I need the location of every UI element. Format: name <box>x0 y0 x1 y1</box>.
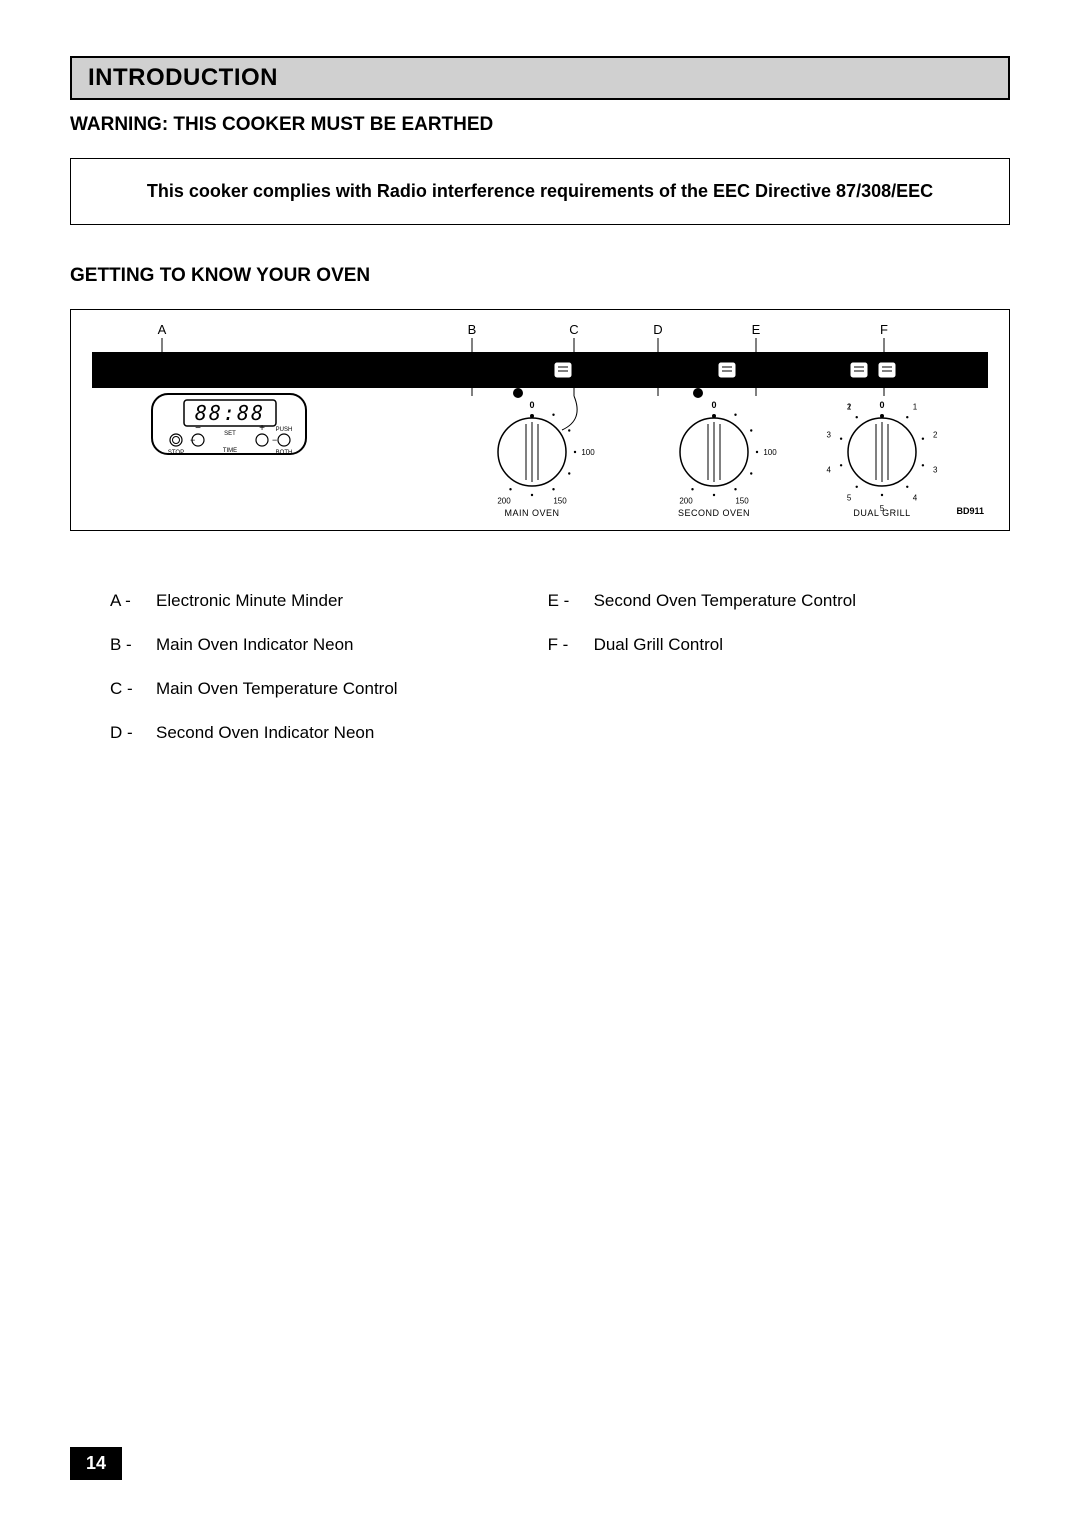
svg-text:SECOND OVEN: SECOND OVEN <box>678 508 750 518</box>
svg-text:STOP: STOP <box>168 450 184 456</box>
page-root: INTRODUCTION WARNING: THIS COOKER MUST B… <box>0 0 1080 1528</box>
svg-text:3: 3 <box>827 431 832 440</box>
svg-text:0: 0 <box>879 400 884 410</box>
legend-key: E - <box>548 591 582 611</box>
legend-col-right: E - Second Oven Temperature Control F - Dua… <box>548 591 856 743</box>
compliance-box: This cooker complies with Radio interfer… <box>70 158 1010 225</box>
svg-text:C: C <box>569 322 578 337</box>
svg-text:5: 5 <box>847 493 852 502</box>
legend-row: F - Dual Grill Control <box>548 635 856 655</box>
svg-text:−: − <box>190 435 195 445</box>
svg-text:BOTH: BOTH <box>276 450 293 456</box>
legend-key: C - <box>110 679 144 699</box>
legend-row: B - Main Oven Indicator Neon <box>110 635 398 655</box>
svg-text:0: 0 <box>711 400 716 410</box>
svg-text:DUAL GRILL: DUAL GRILL <box>853 508 910 518</box>
oven-control-diagram: ABCDEF88:88STOPSETTIMEPUSHBOTH−+−−100150… <box>82 320 998 520</box>
legend-key: D - <box>110 723 144 743</box>
page-number: 14 <box>70 1447 122 1480</box>
legend-text: Dual Grill Control <box>594 635 723 655</box>
svg-text:1: 1 <box>913 403 918 412</box>
section-title-box: INTRODUCTION <box>70 56 1010 100</box>
legend-row: A - Electronic Minute Minder <box>110 591 398 611</box>
svg-text:+: + <box>259 423 265 434</box>
svg-text:D: D <box>653 322 662 337</box>
svg-text:100: 100 <box>763 448 777 457</box>
legend-row: C - Main Oven Temperature Control <box>110 679 398 699</box>
svg-text:F: F <box>880 322 888 337</box>
legend-text: Electronic Minute Minder <box>156 591 343 611</box>
svg-text:150: 150 <box>553 496 567 505</box>
svg-text:SET: SET <box>224 431 236 437</box>
diagram-frame: ABCDEF88:88STOPSETTIMEPUSHBOTH−+−−100150… <box>70 309 1010 531</box>
svg-text:0: 0 <box>529 400 534 410</box>
subheading: GETTING TO KNOW YOUR OVEN <box>70 265 1010 287</box>
legend-row: D - Second Oven Indicator Neon <box>110 723 398 743</box>
legend-text: Main Oven Temperature Control <box>156 679 398 699</box>
legend-row: E - Second Oven Temperature Control <box>548 591 856 611</box>
svg-text:MAIN OVEN: MAIN OVEN <box>504 508 559 518</box>
legend-key: A - <box>110 591 144 611</box>
svg-text:100: 100 <box>581 448 595 457</box>
svg-text:88:88: 88:88 <box>195 401 265 425</box>
legend: A - Electronic Minute Minder B - Main Oven … <box>70 591 1010 743</box>
svg-text:1: 1 <box>847 403 852 412</box>
section-title: INTRODUCTION <box>88 64 992 92</box>
legend-key: F - <box>548 635 582 655</box>
svg-text:PUSH: PUSH <box>276 427 293 433</box>
legend-text: Second Oven Temperature Control <box>594 591 856 611</box>
svg-text:E: E <box>752 322 761 337</box>
svg-text:200: 200 <box>497 496 511 505</box>
svg-text:BD911: BD911 <box>956 506 984 516</box>
svg-text:TIME: TIME <box>223 448 237 454</box>
svg-text:150: 150 <box>735 496 749 505</box>
svg-text:2: 2 <box>933 431 938 440</box>
svg-text:4: 4 <box>827 465 832 474</box>
svg-text:−: − <box>195 423 201 434</box>
legend-col-left: A - Electronic Minute Minder B - Main Oven … <box>110 591 398 743</box>
legend-key: B - <box>110 635 144 655</box>
svg-text:200: 200 <box>679 496 693 505</box>
legend-text: Main Oven Indicator Neon <box>156 635 354 655</box>
svg-text:A: A <box>158 322 167 337</box>
svg-text:4: 4 <box>913 493 918 502</box>
compliance-text: This cooker complies with Radio interfer… <box>147 181 933 201</box>
svg-text:3: 3 <box>933 465 938 474</box>
warning-line: WARNING: THIS COOKER MUST BE EARTHED <box>70 114 1010 136</box>
svg-text:−: − <box>272 435 277 445</box>
legend-text: Second Oven Indicator Neon <box>156 723 374 743</box>
svg-text:B: B <box>468 322 477 337</box>
